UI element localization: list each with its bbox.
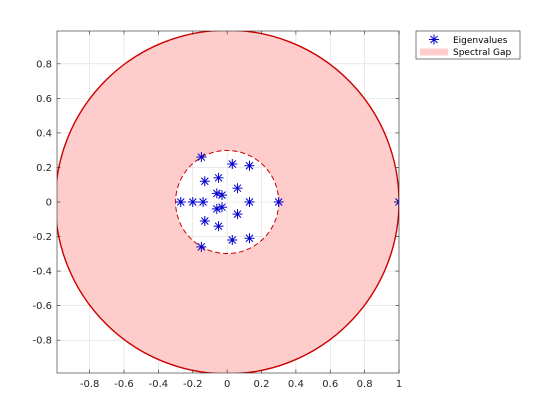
x-tick-label: 0.8: [357, 379, 373, 390]
x-tick-label: -0.8: [80, 379, 100, 390]
x-tick-label: 1: [396, 379, 402, 390]
x-axis-ticks: -0.8 -0.6 -0.4 -0.2 0 0.2 0.4 0.6 0.8 1: [80, 31, 402, 390]
eigenvalue-point: [227, 235, 238, 245]
eigenvalue-point: [216, 202, 227, 213]
eigenvalue-point: [273, 197, 284, 207]
y-tick-label: -0.2: [32, 232, 52, 243]
eigenvalue-point: [244, 197, 255, 207]
eigenvalue-markers: [175, 152, 399, 252]
spectral-gap-region: [57, 31, 399, 373]
legend-eigenvalues-label: Eigenvalues: [453, 36, 508, 46]
eigenvalue-point: [232, 183, 243, 194]
eigenvalue-point: [244, 160, 255, 171]
x-tick-label: 0: [224, 379, 230, 390]
eigenvalue-point: [213, 221, 224, 232]
y-tick-label: -0.8: [32, 336, 52, 347]
eigenvalue-point: [199, 176, 210, 187]
legend-eigenvalues-asterisk: [429, 34, 439, 45]
x-tick-label: -0.6: [114, 379, 134, 390]
y-tick-label: -0.4: [32, 267, 52, 278]
x-tick-label: -0.2: [183, 379, 203, 390]
eigenvalue-point: [227, 159, 238, 169]
x-tick-label: 0.6: [322, 379, 338, 390]
x-tick-label: 0.4: [288, 379, 304, 390]
eigenvalue-point: [196, 152, 207, 163]
eigenvalue-point: [232, 209, 243, 220]
eigenvalue-point: [198, 197, 209, 207]
legend-eigenvalues-marker: [429, 34, 439, 45]
y-tick-label: -0.6: [32, 301, 52, 312]
y-tick-label: 0: [46, 198, 52, 209]
eigenvalue-point: [244, 233, 255, 244]
eigenvalue-point: [213, 172, 224, 183]
x-tick-label: 0.2: [254, 379, 270, 390]
y-tick-label: 0.2: [36, 163, 52, 174]
eigenvalue-point: [175, 197, 186, 207]
y-tick-label: 0.8: [36, 59, 52, 70]
legend-spectral-gap-swatch: [420, 48, 448, 56]
eigenvalue-point: [199, 216, 210, 226]
y-tick-label: 0.4: [36, 128, 52, 139]
y-tick-label: 0.6: [36, 94, 52, 105]
x-tick-label: -0.4: [149, 379, 169, 390]
eigenvalue-point: [196, 241, 207, 252]
legend-spectral-gap-label: Spectral Gap: [453, 48, 512, 58]
y-axis-ticks: 0.8 0.6 0.4 0.2 0 -0.2 -0.4 -0.6 -0.8: [32, 59, 399, 347]
legend: Eigenvalues Spectral Gap: [415, 30, 521, 60]
eigenvalue-point: [187, 197, 198, 207]
eigenvalue-point: [216, 190, 227, 201]
